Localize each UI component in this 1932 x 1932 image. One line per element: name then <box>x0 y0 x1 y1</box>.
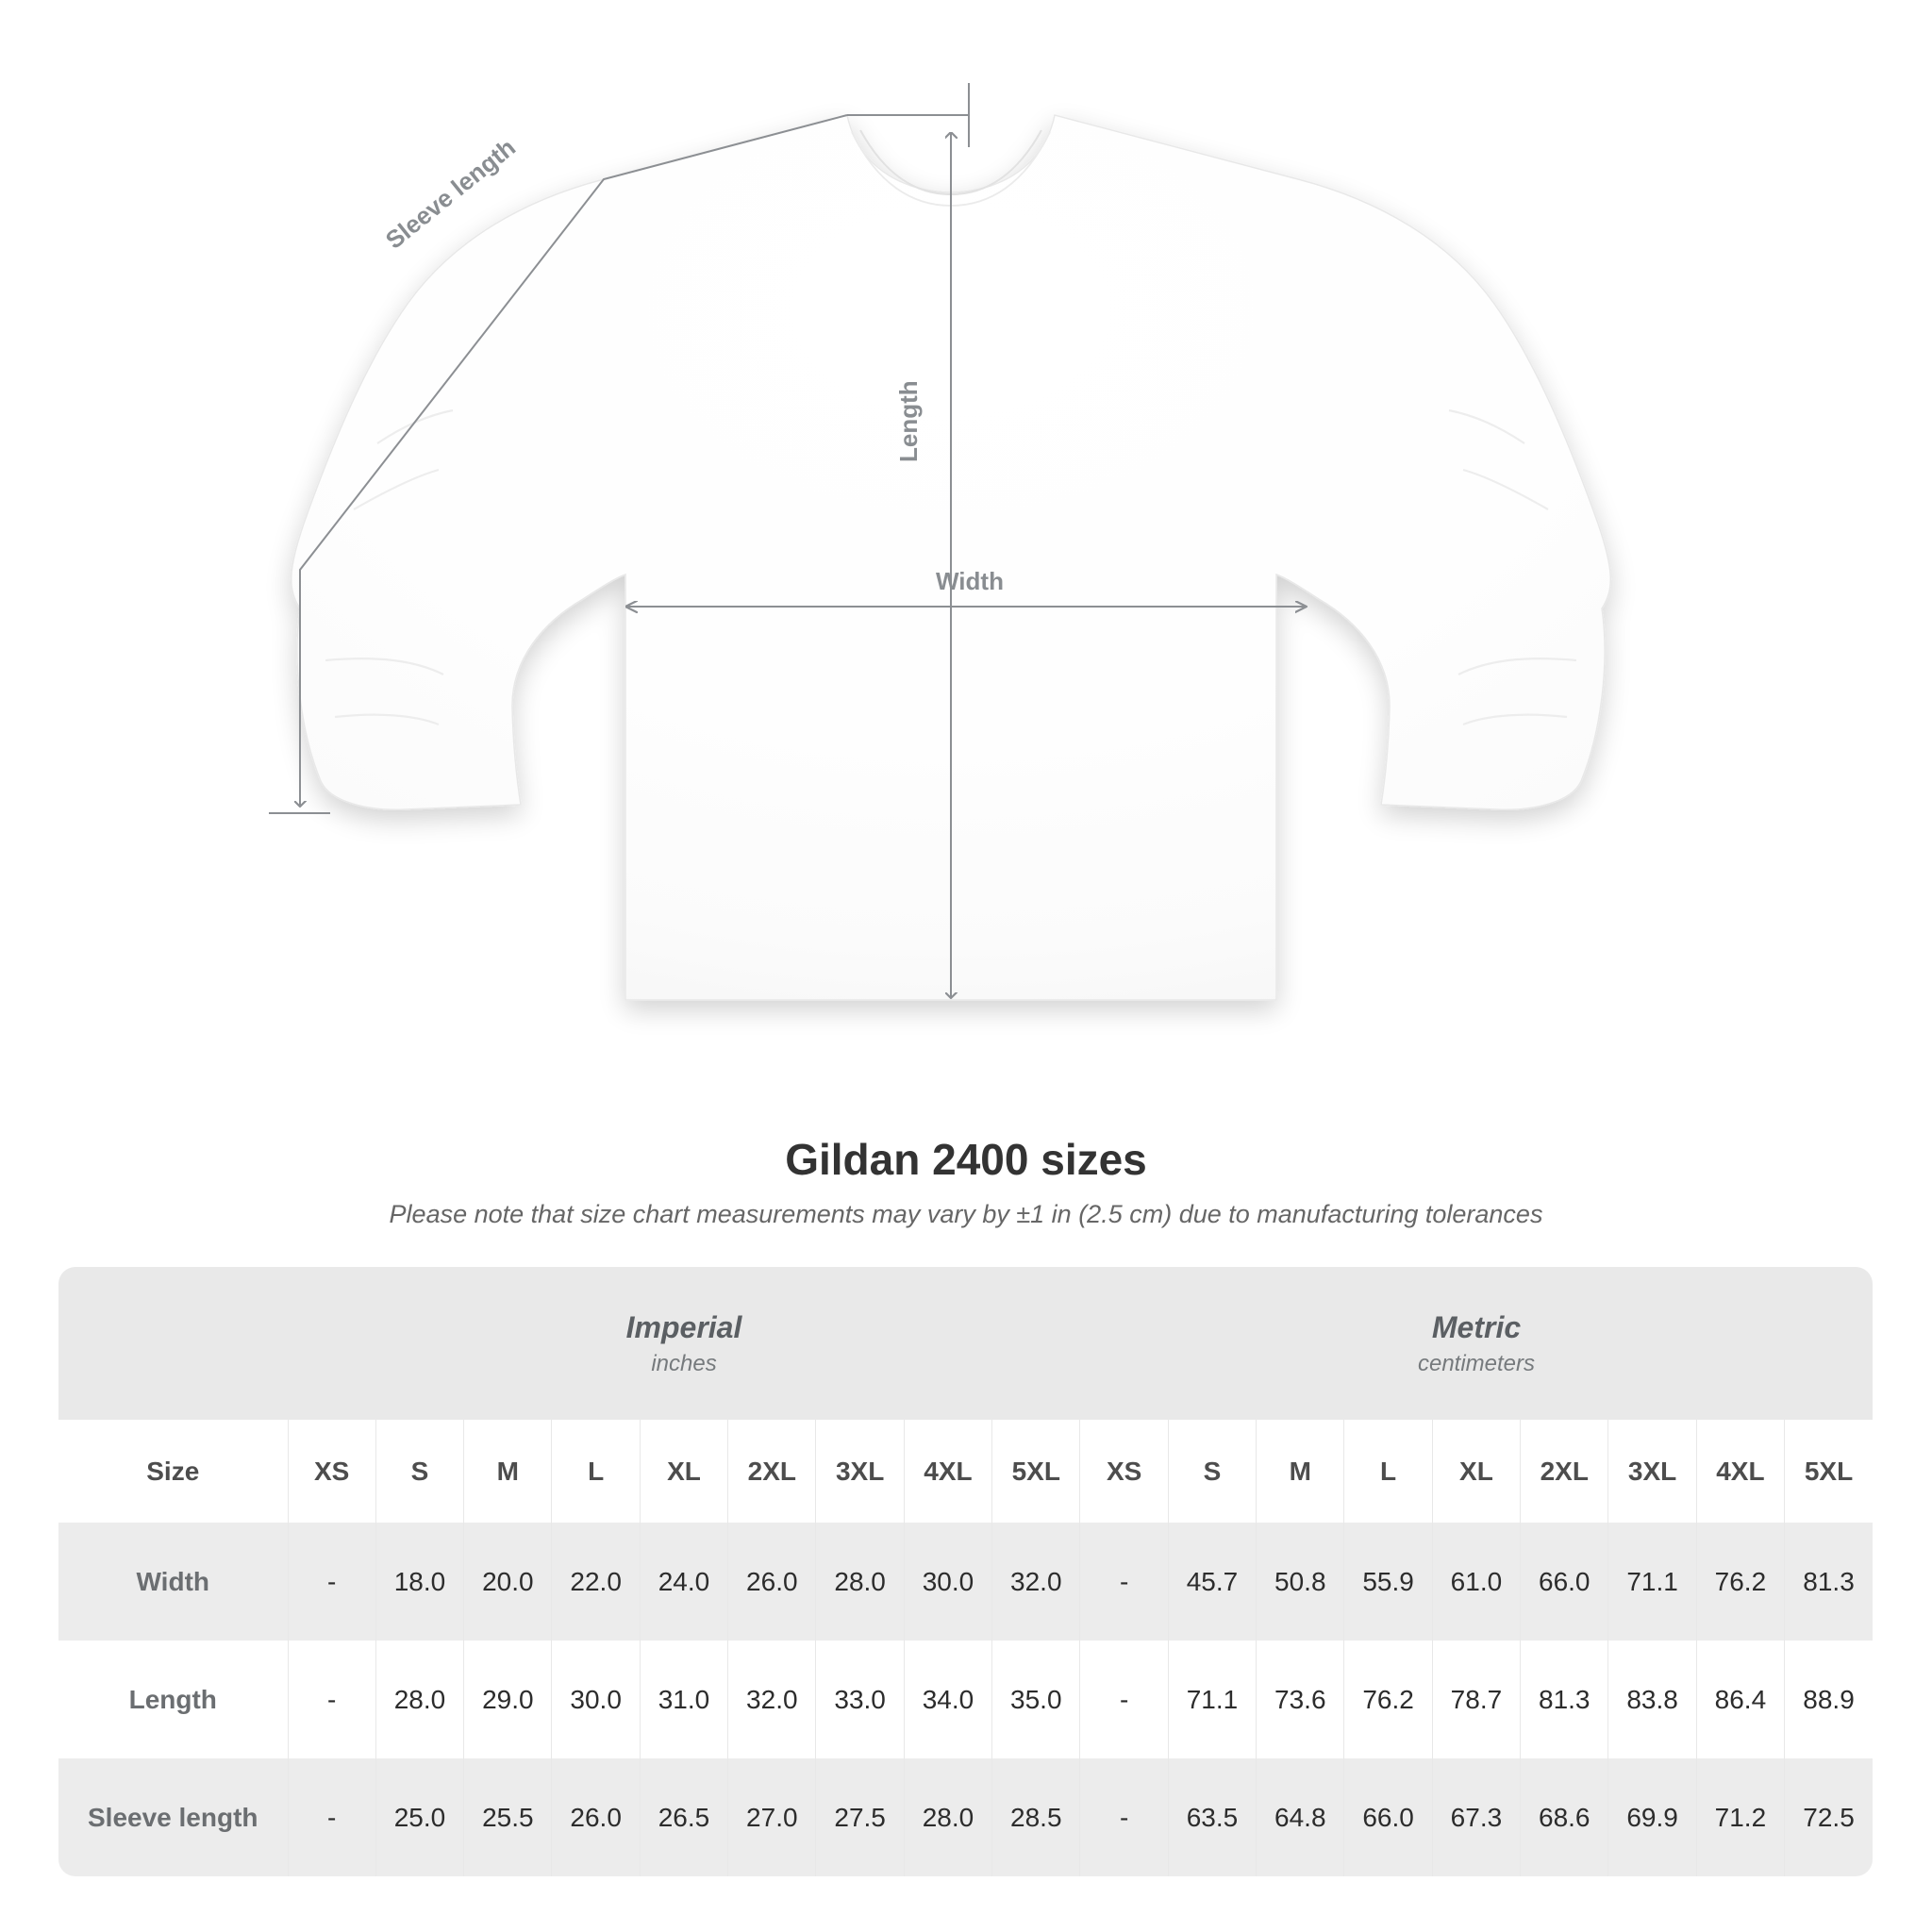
svg-text:Length: Length <box>894 380 923 462</box>
svg-text:Width: Width <box>936 567 1004 595</box>
